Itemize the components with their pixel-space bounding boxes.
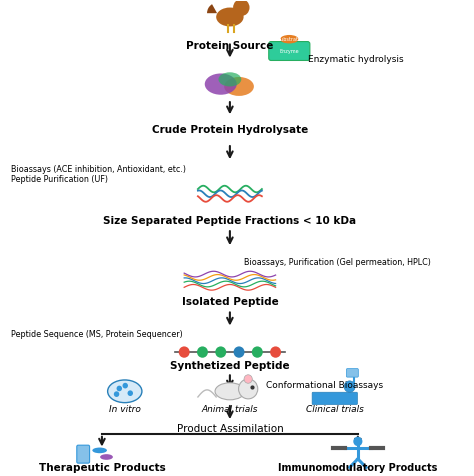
FancyBboxPatch shape (312, 392, 357, 405)
Text: In vitro: In vitro (109, 405, 141, 414)
Text: Conformational Bioassays: Conformational Bioassays (266, 381, 383, 390)
Circle shape (233, 0, 249, 16)
Circle shape (270, 347, 281, 358)
Circle shape (353, 436, 363, 446)
Circle shape (114, 391, 119, 397)
Circle shape (117, 386, 122, 391)
Circle shape (238, 379, 258, 399)
Circle shape (215, 347, 226, 358)
Ellipse shape (108, 380, 142, 403)
Ellipse shape (215, 383, 245, 400)
Text: Therapeutic Products: Therapeutic Products (38, 463, 165, 473)
Ellipse shape (92, 447, 107, 453)
Ellipse shape (224, 77, 254, 96)
Circle shape (244, 375, 252, 383)
Ellipse shape (100, 454, 113, 460)
Circle shape (234, 347, 245, 358)
FancyBboxPatch shape (269, 41, 310, 60)
Circle shape (252, 347, 263, 358)
Ellipse shape (280, 35, 299, 43)
Circle shape (344, 381, 355, 392)
Text: Bioassays (ACE inhibition, Antioxidant, etc.)
Peptide Purification (UF): Bioassays (ACE inhibition, Antioxidant, … (10, 165, 185, 184)
Text: Substrate: Substrate (277, 37, 301, 42)
Text: Size Separated Peptide Fractions < 10 kDa: Size Separated Peptide Fractions < 10 kD… (103, 216, 356, 226)
Text: Synthetized Peptide: Synthetized Peptide (170, 361, 290, 371)
Text: Clinical trials: Clinical trials (306, 405, 364, 414)
Ellipse shape (219, 72, 241, 87)
Circle shape (179, 347, 190, 358)
Text: Crude Protein Hydrolysate: Crude Protein Hydrolysate (152, 125, 308, 135)
Text: Isolated Peptide: Isolated Peptide (182, 297, 278, 307)
Circle shape (128, 390, 133, 396)
FancyBboxPatch shape (346, 368, 358, 377)
Ellipse shape (205, 73, 237, 95)
Wedge shape (207, 4, 217, 13)
Circle shape (122, 383, 128, 388)
Text: Product Assimilation: Product Assimilation (176, 424, 283, 434)
Text: Enzyme: Enzyme (280, 49, 299, 53)
Text: Bioassays, Purification (Gel permeation, HPLC): Bioassays, Purification (Gel permeation,… (244, 258, 430, 267)
Ellipse shape (216, 8, 244, 27)
Circle shape (197, 347, 208, 358)
Text: Protein Source: Protein Source (186, 41, 273, 51)
Text: Immunomodulatory Products: Immunomodulatory Products (278, 463, 438, 473)
Text: Peptide Sequence (MS, Protein Sequencer): Peptide Sequence (MS, Protein Sequencer) (10, 330, 182, 339)
Text: Enzymatic hydrolysis: Enzymatic hydrolysis (308, 55, 403, 64)
FancyBboxPatch shape (77, 445, 90, 463)
Text: Animal trials: Animal trials (201, 405, 258, 414)
